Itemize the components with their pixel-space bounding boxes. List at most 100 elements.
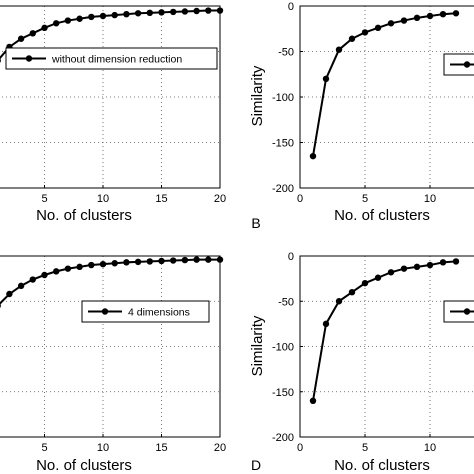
x-tick-label: 5 (362, 193, 368, 205)
data-point (0, 58, 1, 63)
data-point (53, 268, 60, 275)
legend-box (81, 300, 210, 323)
data-point (216, 7, 224, 14)
data-point (322, 75, 330, 83)
data-point (309, 397, 317, 404)
data-point (0, 303, 1, 308)
x-tick-label: 10 (424, 442, 436, 454)
series-line (312, 12, 457, 157)
x-tick-label: 10 (424, 193, 436, 205)
data-point (400, 17, 408, 24)
data-point (426, 261, 434, 269)
x-axis-label: No. of clusters (36, 207, 132, 224)
data-point (76, 15, 83, 22)
data-point (134, 10, 142, 17)
data-point (64, 265, 72, 272)
y-tick-label: -150 (272, 387, 294, 399)
data-point (99, 260, 107, 268)
y-tick-label: -100 (272, 342, 294, 354)
data-point (170, 8, 177, 16)
plot-frame (299, 5, 474, 189)
data-point (348, 289, 356, 296)
y-tick-label: -200 (272, 183, 294, 195)
data-point (361, 29, 369, 36)
data-point (181, 256, 189, 264)
data-point (76, 263, 83, 271)
data-point (309, 152, 317, 160)
data-point (123, 10, 130, 18)
data-point (29, 30, 36, 37)
data-point (193, 256, 200, 263)
data-point (413, 263, 421, 271)
data-point (413, 14, 421, 22)
data-point (29, 276, 36, 283)
x-tick-label: 15 (155, 442, 167, 454)
x-tick-label: 5 (41, 442, 47, 454)
y-tick-label: -100 (272, 92, 294, 104)
data-point (181, 8, 189, 15)
data-point (205, 7, 212, 14)
data-point (439, 259, 447, 266)
legend-label: without dimension reduction (51, 54, 182, 66)
series-line (312, 260, 457, 401)
chart-panel-c: No. of clusters 5 10 15 20 4 dimensions (0, 255, 226, 474)
data-point (88, 261, 95, 269)
data-point (400, 265, 408, 272)
x-tick-label: 10 (97, 442, 109, 454)
y-tick-label: -50 (278, 47, 294, 59)
data-point (387, 20, 395, 27)
data-point (322, 320, 330, 328)
x-axis-label: No. of clusters (36, 457, 132, 474)
data-point (146, 9, 153, 17)
legend-marker (25, 55, 33, 62)
data-point (193, 7, 200, 15)
data-point (216, 256, 224, 263)
y-tick-label: 0 (288, 1, 294, 13)
chart-panel-b: B No. of clusters Similarity 0 5 10 -200 -15… (249, 1, 474, 231)
legend-marker (463, 308, 471, 315)
x-tick-label: 15 (155, 193, 167, 205)
data-point (41, 24, 48, 32)
data-point (17, 35, 25, 42)
data-point (111, 260, 118, 267)
x-tick-label: 10 (97, 193, 109, 205)
data-point (111, 11, 118, 19)
y-axis-label: Similarity (249, 315, 266, 376)
data-point (335, 298, 343, 305)
legend-label: 4 dimensions (128, 307, 190, 319)
data-point (123, 259, 130, 266)
data-point (17, 282, 25, 290)
legend-marker (463, 61, 471, 68)
data-point (41, 271, 48, 279)
data-point (158, 9, 165, 16)
y-tick-label: 0 (288, 251, 294, 263)
data-point (158, 257, 165, 265)
data-point (88, 13, 95, 21)
x-axis-label: No. of clusters (334, 457, 430, 474)
x-tick-label: 0 (297, 193, 303, 205)
y-axis-label: Similarity (249, 65, 266, 126)
legend-box (5, 47, 218, 70)
x-tick-label: 20 (214, 442, 226, 454)
x-axis-label: No. of clusters (334, 207, 430, 224)
data-point (361, 279, 369, 287)
panel-letter: D (251, 457, 261, 473)
data-point (374, 24, 382, 32)
plot-frame (299, 255, 474, 438)
data-point (387, 269, 395, 276)
data-point (205, 256, 212, 263)
data-point (53, 20, 60, 27)
data-point (374, 274, 382, 281)
x-tick-label: 5 (41, 193, 47, 205)
data-point (134, 258, 142, 266)
data-point (146, 258, 153, 265)
data-point (99, 12, 107, 20)
y-tick-label: -200 (272, 432, 294, 444)
data-point (64, 17, 72, 24)
data-point (348, 35, 356, 42)
panel-letter: B (251, 215, 260, 231)
data-point (335, 46, 343, 53)
chart-panel-a: No. of clusters 5 10 15 20 without dimension… (0, 5, 226, 224)
data-point (452, 10, 460, 17)
